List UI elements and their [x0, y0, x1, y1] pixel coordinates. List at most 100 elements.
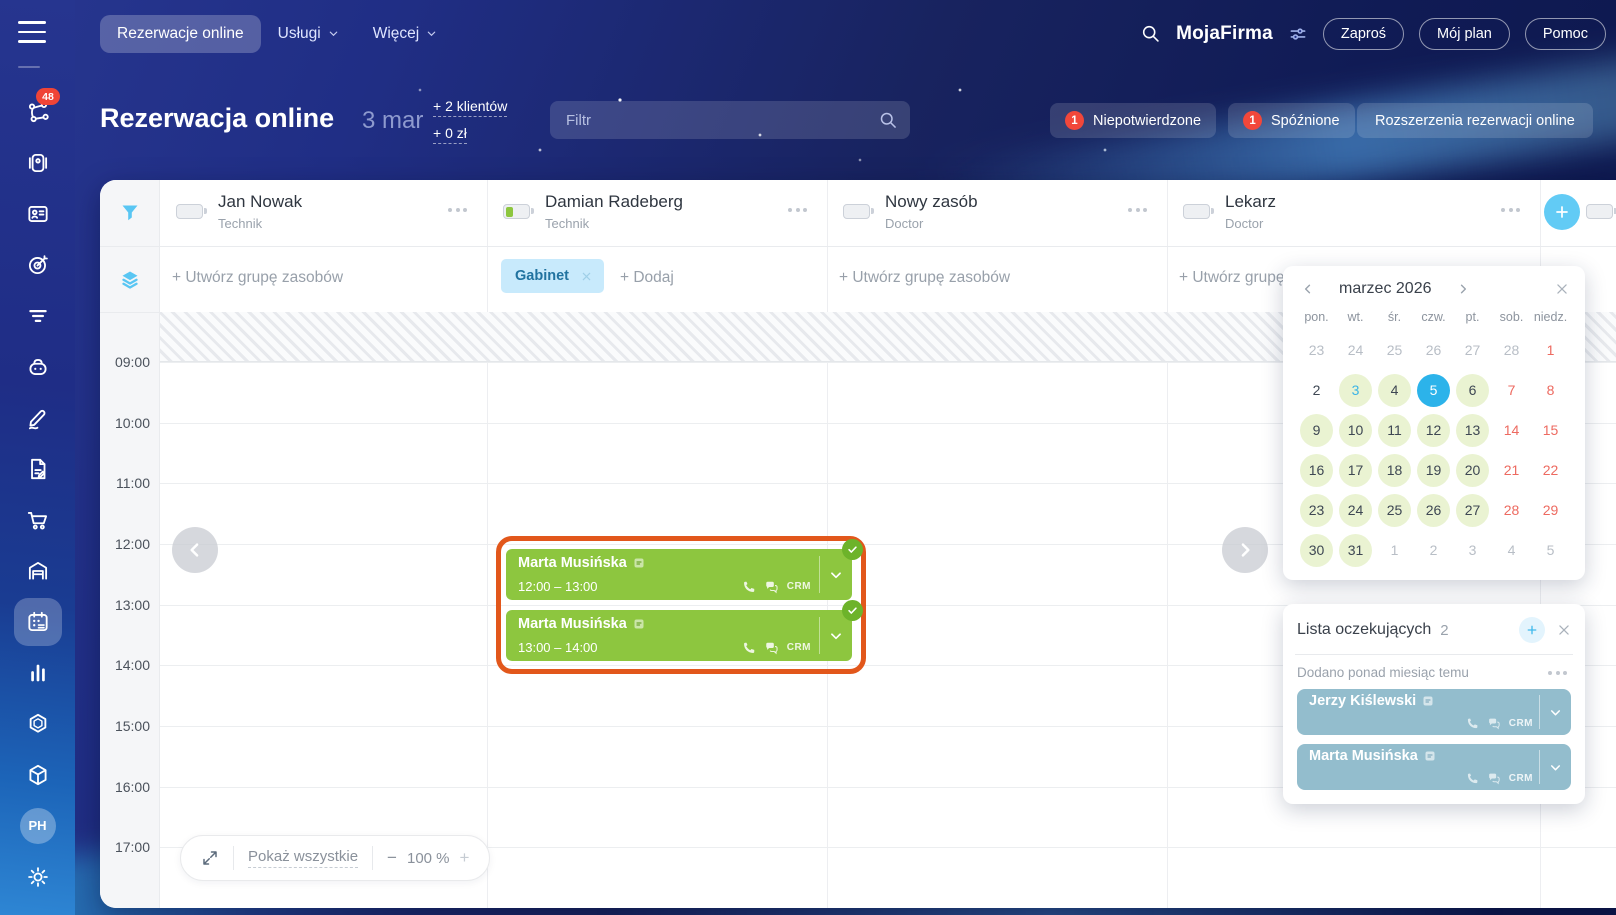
sidebar-item-marketing[interactable]: [0, 239, 75, 290]
sidebar-item-sales-funnel[interactable]: [0, 290, 75, 341]
zoom-in-button[interactable]: +: [459, 848, 470, 867]
sidebar-item-bot[interactable]: [0, 341, 75, 392]
tab-more[interactable]: Więcej: [356, 15, 455, 53]
calendar-day[interactable]: 5: [1546, 542, 1555, 558]
calendar-day[interactable]: 4: [1378, 373, 1411, 407]
calendar-day[interactable]: 6: [1456, 373, 1489, 407]
calendar-day[interactable]: 26: [1417, 493, 1450, 527]
sidebar-item-inventory[interactable]: [0, 749, 75, 800]
unconfirmed-badge[interactable]: 1 Niepotwierdzone: [1050, 103, 1217, 138]
waiting-list-item[interactable]: Jerzy Kiślewski CRM: [1297, 689, 1571, 735]
calendar-day[interactable]: 20: [1456, 453, 1489, 487]
calendar-day[interactable]: 3: [1468, 542, 1477, 558]
calendar-day[interactable]: 13: [1456, 413, 1489, 447]
filters-sliders-icon[interactable]: [1288, 24, 1308, 44]
calendar-day[interactable]: 28: [1503, 342, 1520, 358]
search-icon[interactable]: [878, 110, 898, 130]
previous-columns-button[interactable]: [172, 527, 218, 573]
show-all-link[interactable]: Pokaż wszystkie: [248, 848, 359, 868]
chat-icon[interactable]: [764, 641, 779, 655]
calendar-day[interactable]: 11: [1378, 413, 1411, 447]
expand-icon[interactable]: [201, 849, 219, 867]
calendar-day[interactable]: 18: [1378, 453, 1411, 487]
calendar-day[interactable]: 25: [1386, 342, 1403, 358]
close-icon[interactable]: [581, 271, 592, 282]
calendar-day[interactable]: 4: [1507, 542, 1516, 558]
close-calendar-button[interactable]: [1555, 282, 1569, 296]
more-options-button[interactable]: [1124, 204, 1151, 216]
resource-chip-gabinet[interactable]: Gabinet: [501, 259, 604, 293]
resource-name[interactable]: Jan Nowak: [218, 192, 303, 211]
calendar-day[interactable]: 22: [1542, 462, 1559, 478]
calendar-day[interactable]: 7: [1507, 382, 1516, 398]
clients-stat-link[interactable]: + 2 klientów: [433, 98, 508, 117]
late-badge[interactable]: 1 Spóźnione: [1228, 103, 1355, 138]
company-name[interactable]: MojaFirma: [1176, 22, 1273, 44]
search-icon[interactable]: [1140, 23, 1161, 44]
more-options-button[interactable]: [1497, 204, 1524, 216]
calendar-day[interactable]: 23: [1300, 493, 1333, 527]
calendar-day[interactable]: 27: [1464, 342, 1481, 358]
previous-month-button[interactable]: [1299, 280, 1317, 298]
calendar-day[interactable]: 5: [1417, 373, 1450, 407]
calendar-day[interactable]: 21: [1503, 462, 1520, 478]
resource-name[interactable]: Nowy zasób: [885, 192, 978, 211]
calendar-day[interactable]: 28: [1503, 502, 1520, 518]
appointment-expand-button[interactable]: [819, 556, 852, 593]
create-group-link[interactable]: + Utwórz grupę zasobów: [172, 269, 344, 286]
filter-input[interactable]: [550, 101, 910, 139]
sidebar-item-analytics[interactable]: [0, 647, 75, 698]
sidebar-item-clients[interactable]: [0, 188, 75, 239]
waiting-item-expand-button[interactable]: [1539, 750, 1571, 784]
calendar-day[interactable]: 27: [1456, 493, 1489, 527]
sidebar-item-storage[interactable]: [0, 545, 75, 596]
calendar-day[interactable]: 14: [1503, 422, 1520, 438]
chat-icon[interactable]: [764, 580, 779, 594]
calendar-day[interactable]: 12: [1417, 413, 1450, 447]
add-chip-link[interactable]: + Dodaj: [620, 269, 674, 286]
calendar-day[interactable]: 24: [1347, 342, 1364, 358]
chat-icon[interactable]: [1487, 717, 1501, 730]
next-month-button[interactable]: [1454, 280, 1472, 298]
sidebar-item-signature[interactable]: [0, 392, 75, 443]
calendar-day[interactable]: 2: [1312, 382, 1321, 398]
calendar-day[interactable]: 23: [1308, 342, 1325, 358]
waiting-list-item[interactable]: Marta Musińska CRM: [1297, 744, 1571, 790]
appointment-card[interactable]: Marta Musińska 13:00 – 14:00 CRM: [506, 610, 852, 661]
layers-icon[interactable]: [118, 268, 142, 292]
resource-name[interactable]: Damian Radeberg: [545, 192, 683, 211]
waiting-item-expand-button[interactable]: [1539, 695, 1571, 729]
zoom-out-button[interactable]: −: [387, 848, 397, 867]
appointment-expand-button[interactable]: [819, 617, 852, 654]
hamburger-menu-icon[interactable]: [18, 21, 46, 43]
phone-icon[interactable]: [1466, 772, 1479, 785]
calendar-day[interactable]: 10: [1339, 413, 1372, 447]
more-options-button[interactable]: [444, 204, 471, 216]
booking-extensions-button[interactable]: Rozszerzenia rezerwacji online: [1357, 103, 1593, 138]
calendar-day[interactable]: 2: [1429, 542, 1438, 558]
close-waiting-list-button[interactable]: [1557, 623, 1571, 637]
next-columns-button[interactable]: [1222, 527, 1268, 573]
calendar-day[interactable]: 30: [1300, 533, 1333, 567]
calendar-day[interactable]: 3: [1339, 373, 1372, 407]
filter-funnel-icon[interactable]: [118, 201, 142, 225]
invite-button[interactable]: Zaproś: [1322, 17, 1405, 50]
sidebar-item-settings[interactable]: [0, 851, 75, 902]
more-options-button[interactable]: [784, 204, 811, 216]
create-group-link[interactable]: + Utwórz grupę zasobów: [839, 269, 1011, 286]
more-options-button[interactable]: [1544, 667, 1571, 679]
appointment-card[interactable]: Marta Musińska 12:00 – 13:00 CRM: [506, 549, 852, 600]
sidebar-item-network[interactable]: 48: [0, 86, 75, 137]
tab-services[interactable]: Usługi: [261, 15, 356, 53]
sidebar-item-profile[interactable]: PH: [0, 800, 75, 851]
my-plan-button[interactable]: Mój plan: [1419, 17, 1510, 50]
calendar-day[interactable]: 9: [1300, 413, 1333, 447]
calendar-day[interactable]: 1: [1546, 342, 1555, 358]
help-button[interactable]: Pomoc: [1524, 17, 1606, 50]
sidebar-item-calendar[interactable]: [0, 596, 75, 647]
resource-name[interactable]: Lekarz: [1225, 192, 1277, 211]
phone-icon[interactable]: [742, 580, 756, 594]
calendar-day[interactable]: 1: [1390, 542, 1399, 558]
tab-online-bookings[interactable]: Rezerwacje online: [100, 14, 261, 53]
calendar-day[interactable]: 29: [1542, 502, 1559, 518]
